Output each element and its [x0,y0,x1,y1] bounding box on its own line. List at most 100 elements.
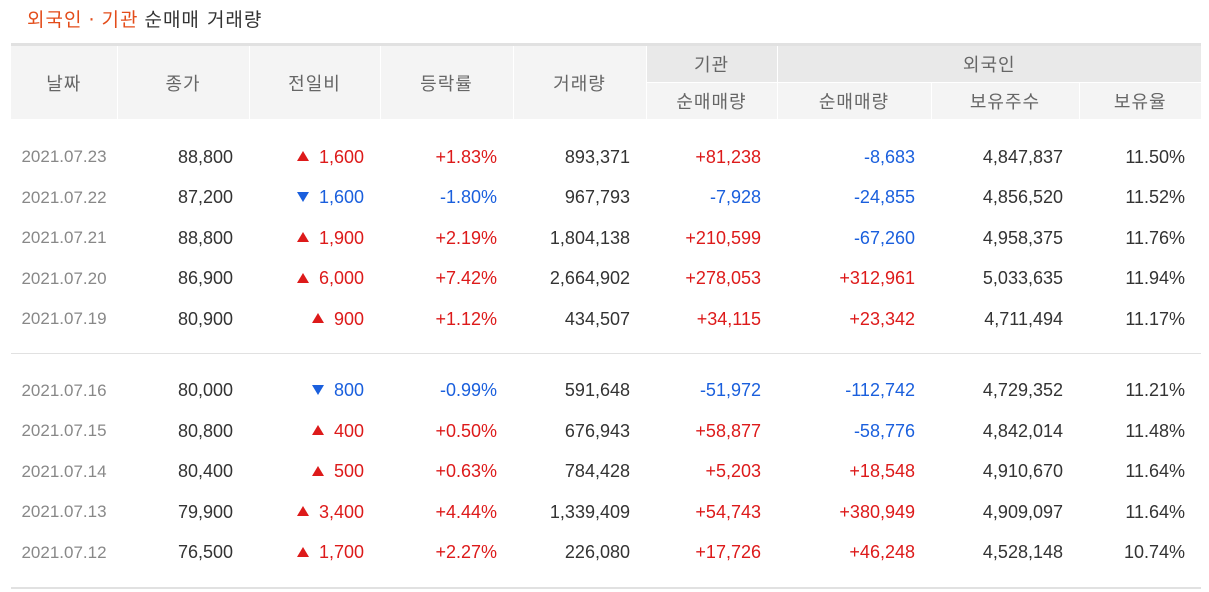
cell-foreign-ratio: 11.17% [1125,308,1186,329]
row-separator [11,339,1202,354]
cell-rate: +2.19% [435,227,497,248]
cell-foreign-ratio: 11.50% [1125,146,1186,167]
cell-foreign-net: +46,248 [849,542,915,563]
arrow-down-icon [311,384,324,395]
row-separator [11,573,1202,589]
cell-change: 1,600 [249,178,380,219]
cell-volume: 893,371 [564,146,630,167]
cell-volume: 1,804,138 [549,227,630,248]
cell-change: 400 [249,411,380,452]
arrow-up-icon [311,313,324,323]
change-value: 900 [333,308,364,329]
cell-inst-net: +210,599 [685,227,761,248]
cell-foreign-ratio: 11.76% [1125,227,1186,248]
col-foreign-hold: 보유주수 [930,82,1079,119]
col-foreign-net: 순매매량 [776,82,931,119]
row-separator [11,119,1201,137]
col-foreign-ratio: 보유율 [1078,82,1202,119]
cell-volume: 226,080 [564,542,630,563]
change-value: 6,000 [318,268,364,289]
table-row: 2021.07.13 79,900 3,400 +4.44% 1,339,409 +54,… [11,492,1201,533]
cell-rate: +0.63% [435,461,497,482]
cell-close: 88,800 [177,227,233,248]
change-value: 800 [333,380,364,401]
cell-change: 800 [249,371,380,412]
cell-foreign-net: +312,961 [839,268,915,289]
cell-foreign-ratio: 11.94% [1125,268,1186,289]
col-change: 전일비 [248,43,380,119]
cell-close: 88,800 [177,146,233,167]
cell-foreign-hold: 4,856,520 [982,187,1063,208]
cell-rate: +0.50% [435,420,497,441]
cell-foreign-net: +23,342 [849,308,915,329]
col-volume: 거래량 [512,43,646,119]
cell-rate: +7.42% [435,268,497,289]
cell-date: 2021.07.19 [21,309,107,329]
cell-foreign-net: -112,742 [845,380,915,401]
arrow-up-icon [296,506,309,516]
change-value: 3,400 [318,501,364,522]
cell-close: 76,500 [177,542,233,563]
col-rate: 등락률 [379,43,513,119]
cell-volume: 784,428 [564,461,630,482]
title-foreign: 외국인 [27,9,83,31]
table-row: 2021.07.23 88,800 1,600 +1.83% 893,371 +81,23… [11,137,1201,178]
cell-rate: -1.80% [439,187,497,208]
table-row: 2021.07.20 86,900 6,000 +7.42% 2,664,902 +278… [11,259,1201,300]
cell-inst-net: +17,726 [695,542,761,563]
cell-foreign-hold: 5,033,635 [982,268,1063,289]
cell-date: 2021.07.16 [21,380,107,400]
arrow-up-icon [296,272,309,283]
change-value: 1,600 [318,187,364,208]
cell-close: 80,000 [177,380,233,401]
cell-foreign-hold: 4,847,837 [982,146,1063,167]
cell-close: 86,900 [177,268,233,289]
cell-foreign-ratio: 11.21% [1125,380,1186,401]
table-header: 날짜 종가 전일비 등락률 거래량 기관 외국인 순매매량 순매매량 보유주수 … [11,43,1202,119]
cell-foreign-hold: 4,729,352 [982,380,1063,401]
cell-date: 2021.07.13 [21,502,107,522]
cell-inst-net: -7,928 [709,187,761,208]
cell-volume: 434,507 [564,308,630,329]
cell-foreign-net: -24,855 [853,187,915,208]
cell-foreign-net: +18,548 [849,461,915,482]
cell-volume: 676,943 [564,420,630,441]
col-group-foreign: 외국인 [776,43,1202,83]
cell-change: 1,700 [249,533,380,574]
cell-close: 80,400 [177,461,233,482]
cell-change: 6,000 [249,259,380,300]
arrow-up-icon [296,151,309,161]
table-row: 2021.07.19 80,900 900 +1.12% 434,507 +34,115 +… [11,299,1201,340]
change-value: 1,900 [318,227,364,248]
cell-inst-net: -51,972 [699,380,761,401]
cell-date: 2021.07.22 [21,187,107,207]
cell-volume: 2,664,902 [549,268,630,289]
change-value: 500 [333,461,364,482]
cell-volume: 1,339,409 [549,501,630,522]
cell-change: 1,600 [249,137,380,178]
cell-close: 79,900 [177,501,233,522]
title-dot: · [88,9,96,31]
cell-change: 900 [249,299,380,340]
cell-foreign-hold: 4,958,375 [982,227,1063,248]
cell-rate: -0.99% [439,380,497,401]
cell-date: 2021.07.15 [21,421,107,441]
cell-foreign-hold: 4,711,494 [984,308,1063,329]
table-row: 2021.07.16 80,000 800 -0.99% 591,648 -51,972 -… [11,371,1201,412]
table-row: 2021.07.21 88,800 1,900 +2.19% 1,804,138 +210… [11,218,1201,259]
cell-volume: 967,793 [564,187,630,208]
cell-inst-net: +278,053 [685,268,761,289]
cell-change: 500 [249,452,380,493]
cell-foreign-ratio: 11.64% [1125,501,1186,522]
cell-volume: 591,648 [564,380,630,401]
cell-inst-net: +54,743 [695,501,761,522]
table-row: 2021.07.14 80,400 500 +0.63% 784,428 +5,203 +1… [11,452,1201,493]
cell-foreign-ratio: 11.52% [1125,187,1186,208]
col-close: 종가 [116,43,249,119]
cell-date: 2021.07.20 [21,268,107,288]
cell-foreign-net: -8,683 [863,146,915,167]
arrow-up-icon [296,546,309,557]
cell-rate: +1.83% [435,146,497,167]
row-separator [11,353,1201,371]
cell-foreign-ratio: 11.64% [1125,461,1186,482]
